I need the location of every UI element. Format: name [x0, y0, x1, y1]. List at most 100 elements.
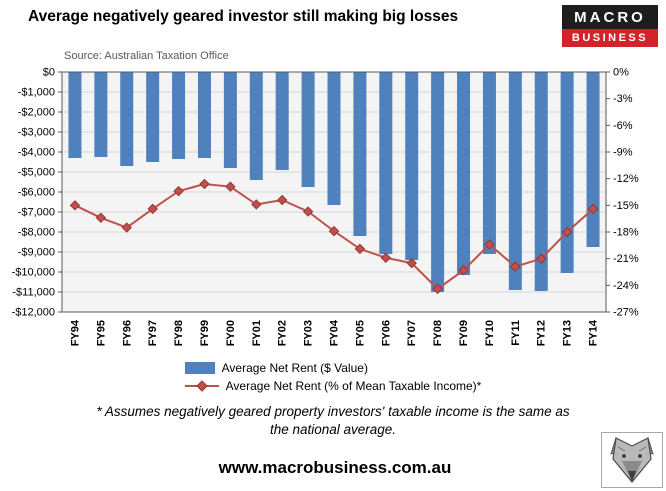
x-axis-label-FY00: FY00 — [225, 320, 237, 346]
right-axis-label: -12% — [613, 173, 639, 185]
right-axis-label: -21% — [613, 253, 639, 265]
line-marker-FY94 — [69, 200, 81, 211]
chart: $0 -$1,000 -$2,000 -$3,000 -$4,000 -$5,000 -$6… — [12, 67, 639, 347]
bar-FY14 — [586, 72, 600, 247]
right-axis-label: -9% — [613, 147, 633, 159]
left-axis-label: -$9,000 — [18, 247, 55, 259]
legend-bar-swatch-icon — [184, 362, 215, 374]
left-axis-label: -$12,000 — [12, 307, 55, 319]
logo-business-text: BUSINESS — [562, 29, 658, 47]
x-axis-label-FY04: FY04 — [329, 319, 341, 346]
bar-FY06 — [379, 72, 393, 254]
bar-FY10 — [482, 72, 496, 254]
bar-FY07 — [405, 72, 419, 260]
left-axis-label: -$7,000 — [18, 207, 55, 219]
right-axis-label: -6% — [613, 120, 633, 132]
x-axis-label-FY97: FY97 — [147, 320, 159, 346]
line-marker-FY97 — [147, 203, 158, 215]
left-axis-label: -$6,000 — [18, 187, 55, 199]
diamond-marker-icon — [195, 380, 208, 392]
x-axis-label-FY94: FY94 — [69, 319, 81, 346]
left-axis-label: -$8,000 — [18, 227, 55, 239]
line-marker-FY00 — [225, 181, 236, 192]
macrobusiness-logo: MACRO BUSINESS — [562, 5, 658, 47]
bar-FY13 — [560, 72, 574, 273]
bar-FY05 — [353, 72, 367, 236]
line-marker-FY07 — [406, 257, 417, 269]
x-axis-label-FY14: FY14 — [588, 319, 600, 346]
x-axis-label-FY10: FY10 — [484, 320, 496, 346]
x-axis-label-FY98: FY98 — [173, 320, 185, 346]
x-axis-label-FY01: FY01 — [251, 320, 263, 346]
bar-FY99 — [197, 72, 211, 158]
legend-item-line: Average Net Rent (% of Mean Taxable Inco… — [184, 379, 482, 393]
x-axis-label-FY99: FY99 — [199, 320, 211, 346]
bar-FY97 — [146, 72, 160, 162]
line-marker-FY12 — [536, 253, 547, 264]
legend-item-bar: Average Net Rent ($ Value) — [184, 361, 368, 375]
line-marker-FY96 — [121, 222, 132, 233]
x-axis-label-FY05: FY05 — [354, 320, 366, 346]
bar-FY02 — [275, 72, 289, 170]
bar-swatch — [184, 362, 215, 374]
x-axis-label-FY96: FY96 — [121, 320, 133, 346]
bar-FY04 — [327, 72, 341, 205]
footnote-line-1: * Assumes negatively geared property inv… — [96, 404, 570, 419]
x-axis-label-FY11: FY11 — [510, 320, 522, 346]
right-axis-label: -15% — [613, 200, 639, 212]
left-axis-label: -$1,000 — [18, 87, 55, 99]
legend: Average Net Rent ($ Value) Average Net R… — [0, 361, 666, 393]
line-marker-FY08 — [432, 283, 443, 295]
line-marker-FY03 — [302, 206, 314, 217]
line-marker-FY02 — [276, 194, 288, 206]
x-axis-label-FY03: FY03 — [303, 320, 315, 346]
line-marker-FY04 — [328, 225, 340, 237]
line-marker-FY05 — [354, 243, 366, 255]
x-axis-label-FY07: FY07 — [406, 320, 418, 346]
bar-FY01 — [249, 72, 263, 180]
x-axis-label-FY02: FY02 — [277, 320, 289, 346]
x-axis-label-FY09: FY09 — [458, 320, 470, 346]
bar-FY03 — [301, 72, 315, 187]
line-marker-FY10 — [484, 239, 495, 250]
left-axis-label: $0 — [43, 67, 55, 79]
left-axis-label: -$2,000 — [18, 107, 55, 119]
bar-FY95 — [94, 72, 108, 157]
x-axis-label-FY13: FY13 — [562, 320, 574, 346]
line-marker-FY06 — [380, 252, 392, 263]
right-axis-label: -18% — [613, 227, 639, 239]
logo-macro-text: MACRO — [562, 5, 658, 29]
right-axis-label: -3% — [613, 93, 633, 105]
right-axis-label: 0% — [613, 67, 629, 79]
right-axis-label: -24% — [613, 280, 639, 292]
bar-FY11 — [508, 72, 522, 290]
bar-FY08 — [431, 72, 445, 292]
x-axis-label-FY95: FY95 — [95, 320, 107, 346]
bar-FY96 — [120, 72, 134, 166]
line-marker-FY14 — [587, 203, 599, 215]
left-axis-label: -$4,000 — [18, 147, 55, 159]
right-axis-label: -27% — [613, 307, 639, 319]
x-axis-label-FY12: FY12 — [536, 320, 548, 346]
page-title: Average negatively geared investor still… — [28, 8, 459, 25]
plot-border — [61, 71, 607, 313]
left-axis-label: -$3,000 — [18, 127, 55, 139]
left-axis-label: -$11,000 — [12, 287, 55, 299]
bar-FY12 — [534, 72, 548, 291]
line-marker-FY98 — [173, 185, 184, 197]
wolf-logo — [601, 432, 663, 488]
line-marker-FY09 — [458, 265, 469, 276]
line-marker-FY13 — [561, 226, 573, 238]
legend-line-swatch-icon — [184, 380, 219, 392]
line-marker-FY01 — [251, 199, 262, 210]
left-axis-label: -$5,000 — [18, 167, 55, 179]
website-url: www.macrobusiness.com.au — [218, 458, 452, 477]
footnote-line-2: the national average. — [269, 422, 397, 438]
legend-line-label: Average Net Rent (% of Mean Taxable Inco… — [225, 379, 482, 393]
bar-FY09 — [457, 72, 471, 275]
footnote: * Assumes negatively geared property inv… — [0, 403, 666, 439]
legend-box: Average Net Rent ($ Value) Average Net R… — [184, 361, 482, 393]
x-axis-label-FY06: FY06 — [380, 320, 392, 346]
bar-FY98 — [172, 72, 186, 159]
